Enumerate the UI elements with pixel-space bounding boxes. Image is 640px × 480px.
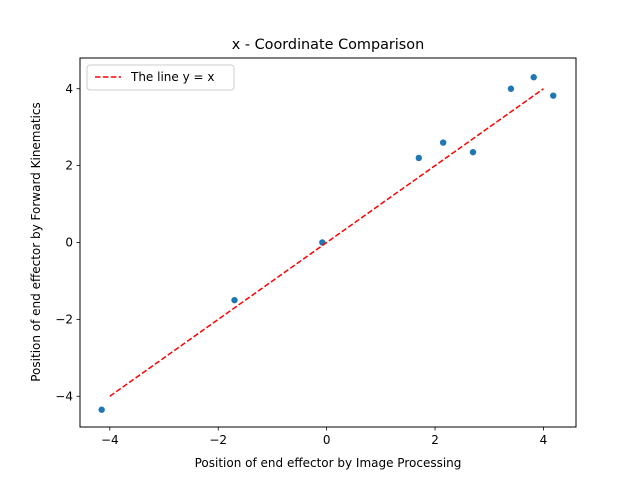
- y-tick-label: 2: [65, 159, 73, 173]
- ticks: −4 −2 0 2 4 −4 −2 0 2 4: [55, 82, 547, 447]
- chart-title: x - Coordinate Comparison: [232, 37, 424, 53]
- y-tick-label: −4: [55, 389, 73, 403]
- reference-line: [109, 88, 544, 397]
- y-axis-label: Position of end effector by Forward Kine…: [29, 102, 43, 382]
- scatter-point: [550, 92, 557, 99]
- x-axis-label: Position of end effector by Image Proces…: [195, 456, 462, 470]
- y-tick-label: 4: [65, 82, 73, 96]
- x-tick-label: −4: [101, 433, 119, 447]
- legend-box: [86, 64, 235, 91]
- scatter-point: [231, 296, 238, 304]
- x-tick-label: −2: [209, 433, 227, 447]
- scatter-point: [98, 406, 105, 413]
- scatter-point: [469, 148, 477, 156]
- scatter-point: [507, 85, 515, 92]
- y-tick-label: 0: [65, 236, 73, 250]
- legend-label: The line y = x: [130, 70, 215, 84]
- scatter-point: [439, 139, 447, 146]
- x-tick-label: 2: [431, 433, 439, 447]
- x-tick-label: 0: [323, 433, 331, 447]
- y-tick-label: −2: [55, 312, 73, 326]
- scatter-point: [415, 154, 422, 162]
- scatter-point: [530, 74, 537, 81]
- x-tick-label: 4: [540, 433, 548, 447]
- legend: The line y = x: [86, 64, 235, 91]
- plot-area: [98, 74, 557, 413]
